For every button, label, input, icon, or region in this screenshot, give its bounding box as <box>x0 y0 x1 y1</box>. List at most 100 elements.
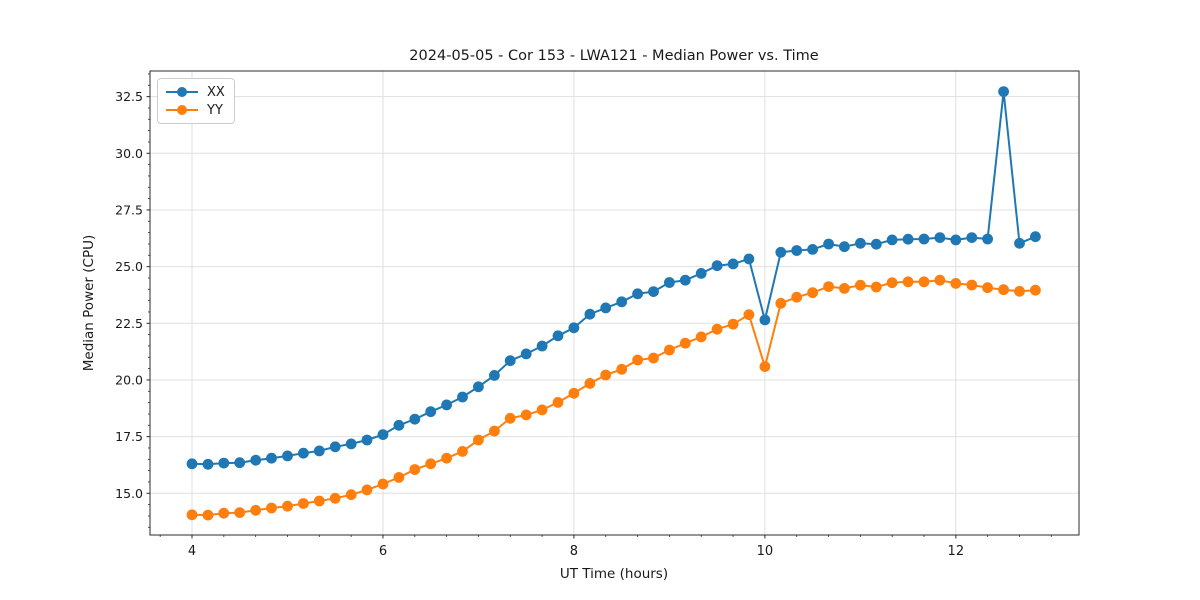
legend-line-marker-icon <box>166 87 198 97</box>
data-point-yy <box>313 495 325 507</box>
data-point-yy <box>664 344 675 356</box>
data-point-yy <box>1030 284 1041 296</box>
data-point-xx <box>886 234 898 246</box>
legend: XX YY <box>157 78 235 124</box>
data-point-yy <box>823 281 834 292</box>
data-point-yy <box>902 276 914 288</box>
chart-title: 2024-05-05 - Cor 153 - LWA121 - Median P… <box>409 48 819 64</box>
data-point-yy <box>727 318 739 330</box>
data-point-xx <box>870 238 882 250</box>
data-point-yy <box>473 434 484 446</box>
data-point-yy <box>743 309 755 321</box>
data-point-xx <box>282 450 293 462</box>
y-tick-label: 15.0 <box>115 486 143 501</box>
data-point-xx <box>632 288 643 300</box>
data-point-yy <box>998 284 1009 296</box>
data-point-yy <box>568 387 580 399</box>
data-point-yy <box>616 363 628 375</box>
data-point-xx <box>298 447 309 459</box>
axes-spines <box>149 70 1080 536</box>
data-point-xx <box>234 457 246 469</box>
data-point-yy <box>489 425 500 437</box>
data-point-yy <box>361 484 373 496</box>
data-point-xx <box>648 286 659 297</box>
data-point-xx <box>600 302 612 314</box>
data-point-xx <box>202 458 214 470</box>
data-point-yy <box>886 277 898 289</box>
data-point-xx <box>584 308 596 320</box>
data-point-xx <box>552 330 564 342</box>
data-point-yy <box>266 502 277 514</box>
data-point-yy <box>425 458 437 470</box>
x-tick-label: 10 <box>757 544 774 559</box>
data-point-xx <box>616 296 628 308</box>
data-point-xx <box>727 258 739 270</box>
y-axis-label: Median Power (CPU) <box>81 234 97 372</box>
y-tick-label: 17.5 <box>115 429 143 444</box>
x-tick-label: 4 <box>188 544 196 559</box>
legend-label-xx: XX <box>207 84 225 100</box>
data-point-xx <box>839 241 850 253</box>
data-point-xx <box>536 340 548 352</box>
data-point-yy <box>186 509 198 521</box>
data-point-yy <box>918 276 930 288</box>
legend-item-yy: YY <box>165 101 226 119</box>
data-point-xx <box>902 233 914 245</box>
data-point-yy <box>234 507 246 518</box>
data-point-xx <box>393 419 405 431</box>
data-point-xx <box>520 348 532 360</box>
data-point-xx <box>1030 231 1041 243</box>
data-point-yy <box>855 279 866 291</box>
data-point-yy <box>870 281 882 293</box>
data-point-xx <box>377 429 389 440</box>
data-point-yy <box>282 500 293 512</box>
data-point-xx <box>441 399 452 411</box>
data-point-xx <box>918 233 930 245</box>
data-point-xx <box>473 381 484 393</box>
data-point-xx <box>489 370 500 381</box>
data-point-yy <box>218 507 230 519</box>
data-point-xx <box>504 355 516 367</box>
y-tick-label: 30.0 <box>115 146 143 161</box>
data-point-xx <box>568 322 580 334</box>
data-point-yy <box>520 409 532 421</box>
data-point-xx <box>313 445 325 457</box>
y-tick-label: 20.0 <box>115 372 143 387</box>
data-point-xx <box>329 441 341 453</box>
data-point-yy <box>679 337 691 349</box>
legend-line-marker-icon <box>166 105 198 115</box>
data-point-yy <box>775 297 787 309</box>
data-point-yy <box>1014 285 1025 297</box>
data-point-xx <box>218 457 230 469</box>
data-point-yy <box>791 291 803 303</box>
data-point-xx <box>711 260 723 272</box>
data-point-xx <box>934 232 946 244</box>
data-point-yy <box>966 279 978 291</box>
data-point-xx <box>425 406 437 418</box>
data-point-yy <box>329 492 341 504</box>
data-point-yy <box>695 331 707 343</box>
data-point-yy <box>250 504 262 516</box>
data-point-xx <box>823 238 834 250</box>
data-point-yy <box>536 404 548 416</box>
data-point-yy <box>648 352 659 364</box>
data-point-xx <box>950 234 962 246</box>
data-point-xx <box>679 274 691 286</box>
data-point-xx <box>775 246 787 258</box>
data-point-xx <box>266 452 277 464</box>
data-point-yy <box>807 287 818 299</box>
data-point-xx <box>743 253 755 265</box>
data-point-yy <box>584 378 596 389</box>
data-point-yy <box>409 464 421 475</box>
data-point-xx <box>361 434 373 446</box>
data-point-yy <box>950 278 962 289</box>
data-point-yy <box>600 369 612 381</box>
data-point-xx <box>791 245 803 256</box>
legend-item-xx: XX <box>165 83 226 101</box>
data-point-yy <box>839 283 850 294</box>
y-tick-label: 25.0 <box>115 259 143 274</box>
data-point-xx <box>1014 237 1025 249</box>
data-point-xx <box>759 314 771 326</box>
data-point-xx <box>409 413 421 425</box>
